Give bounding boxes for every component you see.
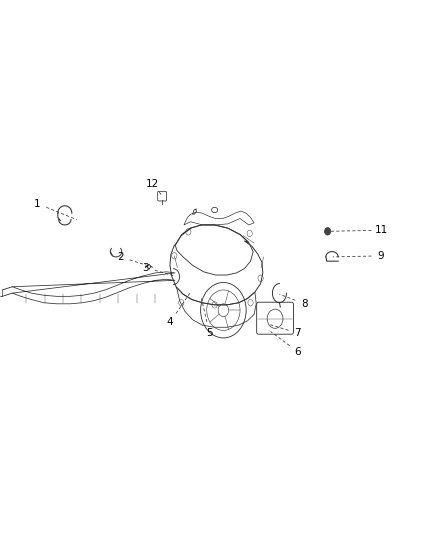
Text: 1: 1 bbox=[34, 199, 41, 208]
Text: 2: 2 bbox=[117, 252, 124, 262]
Text: 9: 9 bbox=[378, 251, 385, 261]
Text: 7: 7 bbox=[294, 328, 301, 338]
Text: 3: 3 bbox=[142, 263, 149, 272]
Text: 12: 12 bbox=[146, 179, 159, 189]
Text: 4: 4 bbox=[166, 318, 173, 327]
Text: 8: 8 bbox=[301, 299, 308, 309]
Text: 6: 6 bbox=[294, 347, 301, 357]
Text: 5: 5 bbox=[206, 328, 213, 338]
Text: 11: 11 bbox=[374, 225, 388, 235]
Circle shape bbox=[325, 228, 331, 235]
